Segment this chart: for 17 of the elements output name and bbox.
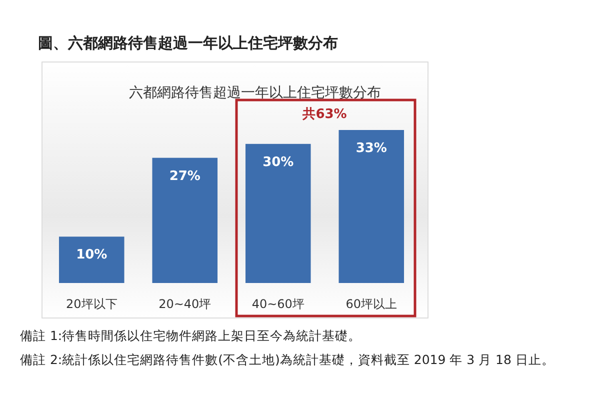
data-label: 10%	[76, 248, 108, 263]
x-tick-label: 20坪以下	[66, 297, 118, 311]
chart-title: 圖、六都網路待售超過一年以上住宅坪數分布	[38, 34, 338, 52]
x-tick-label: 40~60坪	[252, 297, 304, 311]
bar	[152, 158, 218, 283]
text: 備註 1:待售時間係以住宅物件網路上架日至今為統計基礎。	[20, 328, 362, 343]
bar	[58, 236, 124, 283]
annotation: 共63%	[302, 107, 347, 122]
bar	[338, 130, 404, 283]
data-label: 27%	[169, 168, 200, 184]
text: 備註 2:統計係以住宅網路待售件數(不含土地)為統計基礎，資料截至 2019 年 3 月 18 日止。	[20, 352, 554, 367]
x-tick-label: 20~40坪	[158, 297, 212, 311]
x-tick-label: 60坪以上	[346, 297, 398, 311]
data-label: 33%	[356, 141, 387, 156]
chart-subtitle: 六都網路待售超過一年以上住宅坪數分布	[129, 85, 381, 101]
data-label: 30%	[262, 154, 294, 170]
bar	[245, 144, 311, 283]
